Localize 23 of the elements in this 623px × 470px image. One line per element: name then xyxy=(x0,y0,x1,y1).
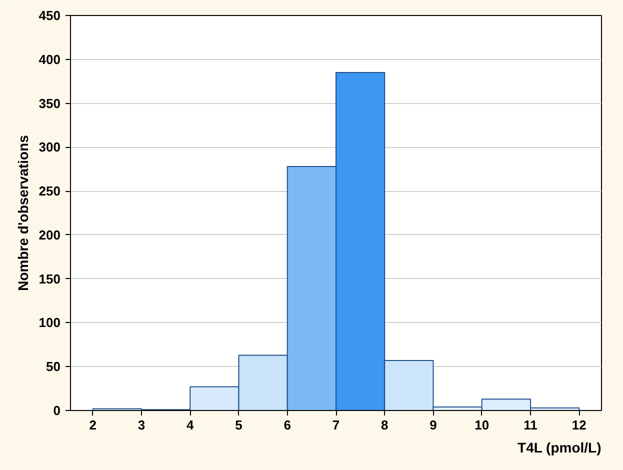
y-axis-title: Nombre d'observations xyxy=(14,134,31,291)
y-tick-label: 50 xyxy=(46,359,61,374)
x-axis-title: T4L (pmol/L) xyxy=(518,440,602,456)
x-tick-label: 7 xyxy=(332,418,340,432)
y-tick-label: 200 xyxy=(38,227,61,242)
x-tick-label: 4 xyxy=(186,418,195,432)
y-tick-label: 450 xyxy=(38,8,61,23)
y-tick-label: 400 xyxy=(38,52,61,67)
y-tick-label: 100 xyxy=(38,315,61,330)
y-tick-label: 250 xyxy=(38,184,61,199)
x-tick-label: 5 xyxy=(235,418,242,432)
x-tick-label: 3 xyxy=(138,418,146,432)
x-tick-label: 11 xyxy=(524,418,538,432)
x-tick-label: 8 xyxy=(381,418,388,432)
x-tick-label: 10 xyxy=(474,418,490,432)
y-tick-label: 300 xyxy=(38,140,61,155)
x-tick-label: 6 xyxy=(284,418,291,432)
x-tick-label: 2 xyxy=(89,418,96,432)
y-tick-label: 0 xyxy=(53,403,61,418)
y-tick-label: 150 xyxy=(38,271,61,286)
y-tick-label: 350 xyxy=(38,96,61,111)
x-tick-label: 9 xyxy=(430,418,437,432)
x-tick-label: 12 xyxy=(572,418,586,432)
